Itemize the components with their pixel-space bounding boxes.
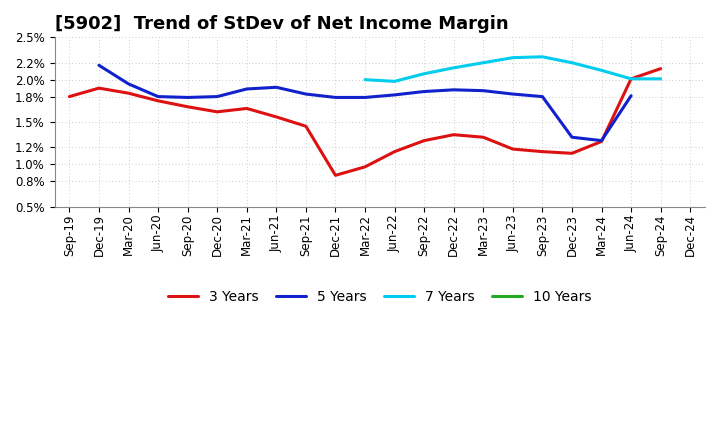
Legend: 3 Years, 5 Years, 7 Years, 10 Years: 3 Years, 5 Years, 7 Years, 10 Years <box>162 285 598 310</box>
7 Years <box>449 65 458 70</box>
Line: 3 Years: 3 Years <box>69 69 661 175</box>
3 Years <box>449 132 458 137</box>
3 Years <box>184 104 192 110</box>
5 Years <box>627 93 636 99</box>
3 Years <box>243 106 251 111</box>
3 Years <box>627 76 636 81</box>
7 Years <box>567 60 576 66</box>
5 Years <box>154 94 163 99</box>
5 Years <box>184 95 192 100</box>
3 Years <box>479 135 487 140</box>
3 Years <box>657 66 665 71</box>
7 Years <box>627 76 636 81</box>
5 Years <box>420 89 428 94</box>
5 Years <box>538 94 546 99</box>
5 Years <box>361 95 369 100</box>
7 Years <box>420 71 428 77</box>
3 Years <box>272 114 281 120</box>
3 Years <box>124 91 132 96</box>
3 Years <box>65 94 73 99</box>
3 Years <box>302 124 310 129</box>
5 Years <box>508 92 517 97</box>
7 Years <box>390 79 399 84</box>
5 Years <box>331 95 340 100</box>
3 Years <box>213 109 222 114</box>
5 Years <box>243 86 251 92</box>
7 Years <box>657 76 665 81</box>
7 Years <box>597 68 606 73</box>
5 Years <box>479 88 487 93</box>
5 Years <box>124 81 132 87</box>
5 Years <box>597 138 606 143</box>
7 Years <box>538 54 546 59</box>
3 Years <box>597 139 606 144</box>
5 Years <box>567 135 576 140</box>
5 Years <box>94 62 103 68</box>
7 Years <box>361 77 369 82</box>
Line: 5 Years: 5 Years <box>99 65 631 141</box>
5 Years <box>302 92 310 97</box>
5 Years <box>449 87 458 92</box>
7 Years <box>508 55 517 60</box>
5 Years <box>213 94 222 99</box>
Line: 7 Years: 7 Years <box>365 57 661 81</box>
7 Years <box>479 60 487 66</box>
3 Years <box>538 149 546 154</box>
3 Years <box>420 138 428 143</box>
3 Years <box>331 172 340 178</box>
3 Years <box>94 85 103 91</box>
3 Years <box>390 149 399 154</box>
3 Years <box>154 98 163 103</box>
Text: [5902]  Trend of StDev of Net Income Margin: [5902] Trend of StDev of Net Income Marg… <box>55 15 508 33</box>
3 Years <box>508 147 517 152</box>
3 Years <box>567 150 576 156</box>
5 Years <box>390 92 399 98</box>
5 Years <box>272 84 281 90</box>
3 Years <box>361 164 369 169</box>
